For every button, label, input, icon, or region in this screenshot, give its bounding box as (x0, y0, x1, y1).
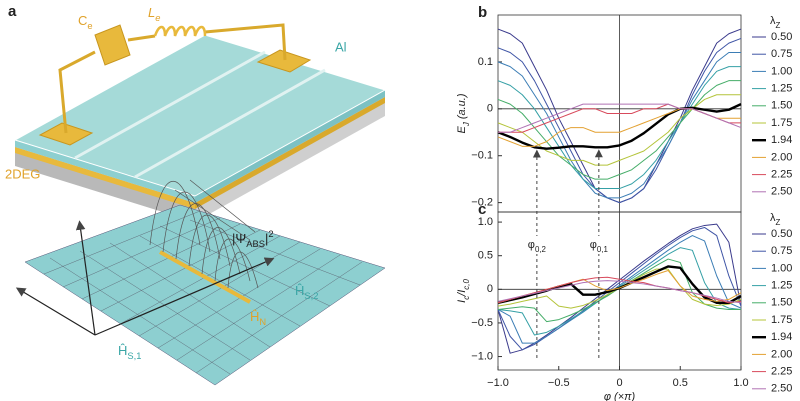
series-line (497, 103, 742, 150)
wavefunction-label: |ΨABS|2 (232, 229, 274, 249)
x-tick-label: 1.0 (733, 377, 748, 389)
text-part: e (87, 21, 92, 31)
hamiltonian-label: ĤN (250, 309, 266, 327)
text-part: c (462, 296, 471, 300)
legend-label: 1.00 (771, 262, 792, 274)
legend-label: 1.25 (771, 280, 792, 292)
y-axis-label: EJ (a.u.) (456, 93, 471, 133)
text-part: 2 (268, 229, 273, 239)
text-part: e (155, 13, 160, 23)
text-part: c,0 (462, 279, 471, 290)
text-part: φ (528, 239, 535, 251)
series-line (497, 280, 742, 304)
legend-label: 1.00 (771, 65, 792, 77)
legend-label: 2.25 (771, 169, 792, 181)
legend-label: 0.75 (771, 245, 792, 257)
legend-label: 2.00 (771, 348, 792, 360)
x-tick-label: −1.0 (487, 377, 509, 389)
legend-label: 2.50 (771, 383, 792, 395)
text-part: Z (776, 218, 781, 227)
text-part: Ĥ (295, 283, 304, 298)
text-part: Z (776, 21, 781, 30)
text-part: Ĥ (250, 309, 259, 324)
series-line (497, 37, 742, 204)
y-tick-label: 0.1 (478, 56, 493, 68)
y-tick-label: −1.0 (471, 350, 493, 362)
device-illustration (13, 23, 387, 222)
text-part: 0,2 (535, 245, 546, 254)
text-part: φ (590, 239, 597, 251)
text-part: λ (770, 212, 776, 224)
y-tick-label: −0.1 (471, 150, 493, 162)
legend-label: 0.50 (771, 228, 792, 240)
hamiltonian-label: ĤS,2 (295, 283, 318, 301)
annotation: φ0,2 (528, 239, 546, 254)
legend-label: 1.25 (771, 83, 792, 95)
legend-label: 2.25 (771, 366, 792, 378)
text-part: I (456, 300, 468, 303)
series-line (497, 235, 742, 344)
text-part: (a.u.) (456, 93, 468, 122)
text-part: ABS (246, 239, 265, 249)
legend-title: λZ (770, 15, 781, 30)
2deg-label: 2DEG (5, 166, 40, 181)
inductor-label: Le (148, 5, 160, 23)
x-axis-label: φ (×π) (604, 391, 636, 401)
y-tick-label: 0 (487, 103, 493, 115)
text-part: J (462, 121, 471, 127)
legend-label: 1.75 (771, 314, 792, 326)
legend-label: 1.75 (771, 117, 792, 129)
legend-label: 1.94 (771, 331, 792, 343)
annotation: φ0,1 (590, 239, 609, 254)
series-line (497, 66, 741, 190)
y-tick-label: 1.0 (478, 216, 493, 228)
legend-label: 1.50 (771, 297, 792, 309)
y-tick-label: 0 (487, 283, 493, 295)
text-part: S,2 (304, 291, 318, 301)
text-part: | (265, 231, 268, 246)
x-tick-label: 0 (616, 377, 622, 389)
text-part: C (78, 13, 87, 28)
legend-label: 2.00 (771, 151, 792, 163)
capacitor-label: Ce (78, 13, 93, 31)
legend-label: 1.94 (771, 134, 792, 146)
legend-label: 0.75 (771, 48, 792, 60)
text-part: L (148, 5, 155, 20)
text-part: N (259, 317, 266, 327)
legend-label: 0.50 (771, 31, 792, 43)
series-line (497, 52, 741, 199)
y-tick-label: 0.5 (478, 250, 493, 262)
text-part: |Ψ (232, 231, 246, 246)
series-line (498, 103, 742, 133)
legend-label: 2.50 (771, 186, 792, 198)
text-part: (×π) (611, 391, 636, 401)
annotation-background (520, 236, 553, 254)
series-line (497, 247, 742, 336)
x-tick-label: 0.5 (673, 377, 688, 389)
y-tick-label: −0.2 (471, 197, 493, 209)
text-part: λ (770, 15, 776, 27)
annotation-background (582, 236, 615, 254)
panel-label: b (478, 4, 487, 21)
text-part: /I (456, 290, 468, 297)
series-line (497, 80, 741, 180)
text-part: Ĥ (118, 343, 127, 358)
text-part: S,1 (127, 351, 141, 361)
text-part: 0,1 (597, 245, 609, 254)
text-part: φ (604, 391, 611, 401)
y-axis-label: Ic/Ic,0 (456, 279, 471, 303)
legend-title: λZ (770, 212, 781, 227)
x-tick-label: −0.5 (548, 377, 570, 389)
wavefunction-illustration (15, 179, 386, 386)
y-tick-label: −0.5 (471, 317, 493, 329)
panel-label: c (478, 201, 486, 218)
al-label: Al (335, 39, 347, 54)
text-part: E (456, 126, 468, 134)
series-line (497, 226, 742, 351)
legend-label: 1.50 (771, 100, 792, 112)
hamiltonian-label: ĤS,1 (118, 343, 141, 361)
panel-label: a (8, 3, 17, 20)
